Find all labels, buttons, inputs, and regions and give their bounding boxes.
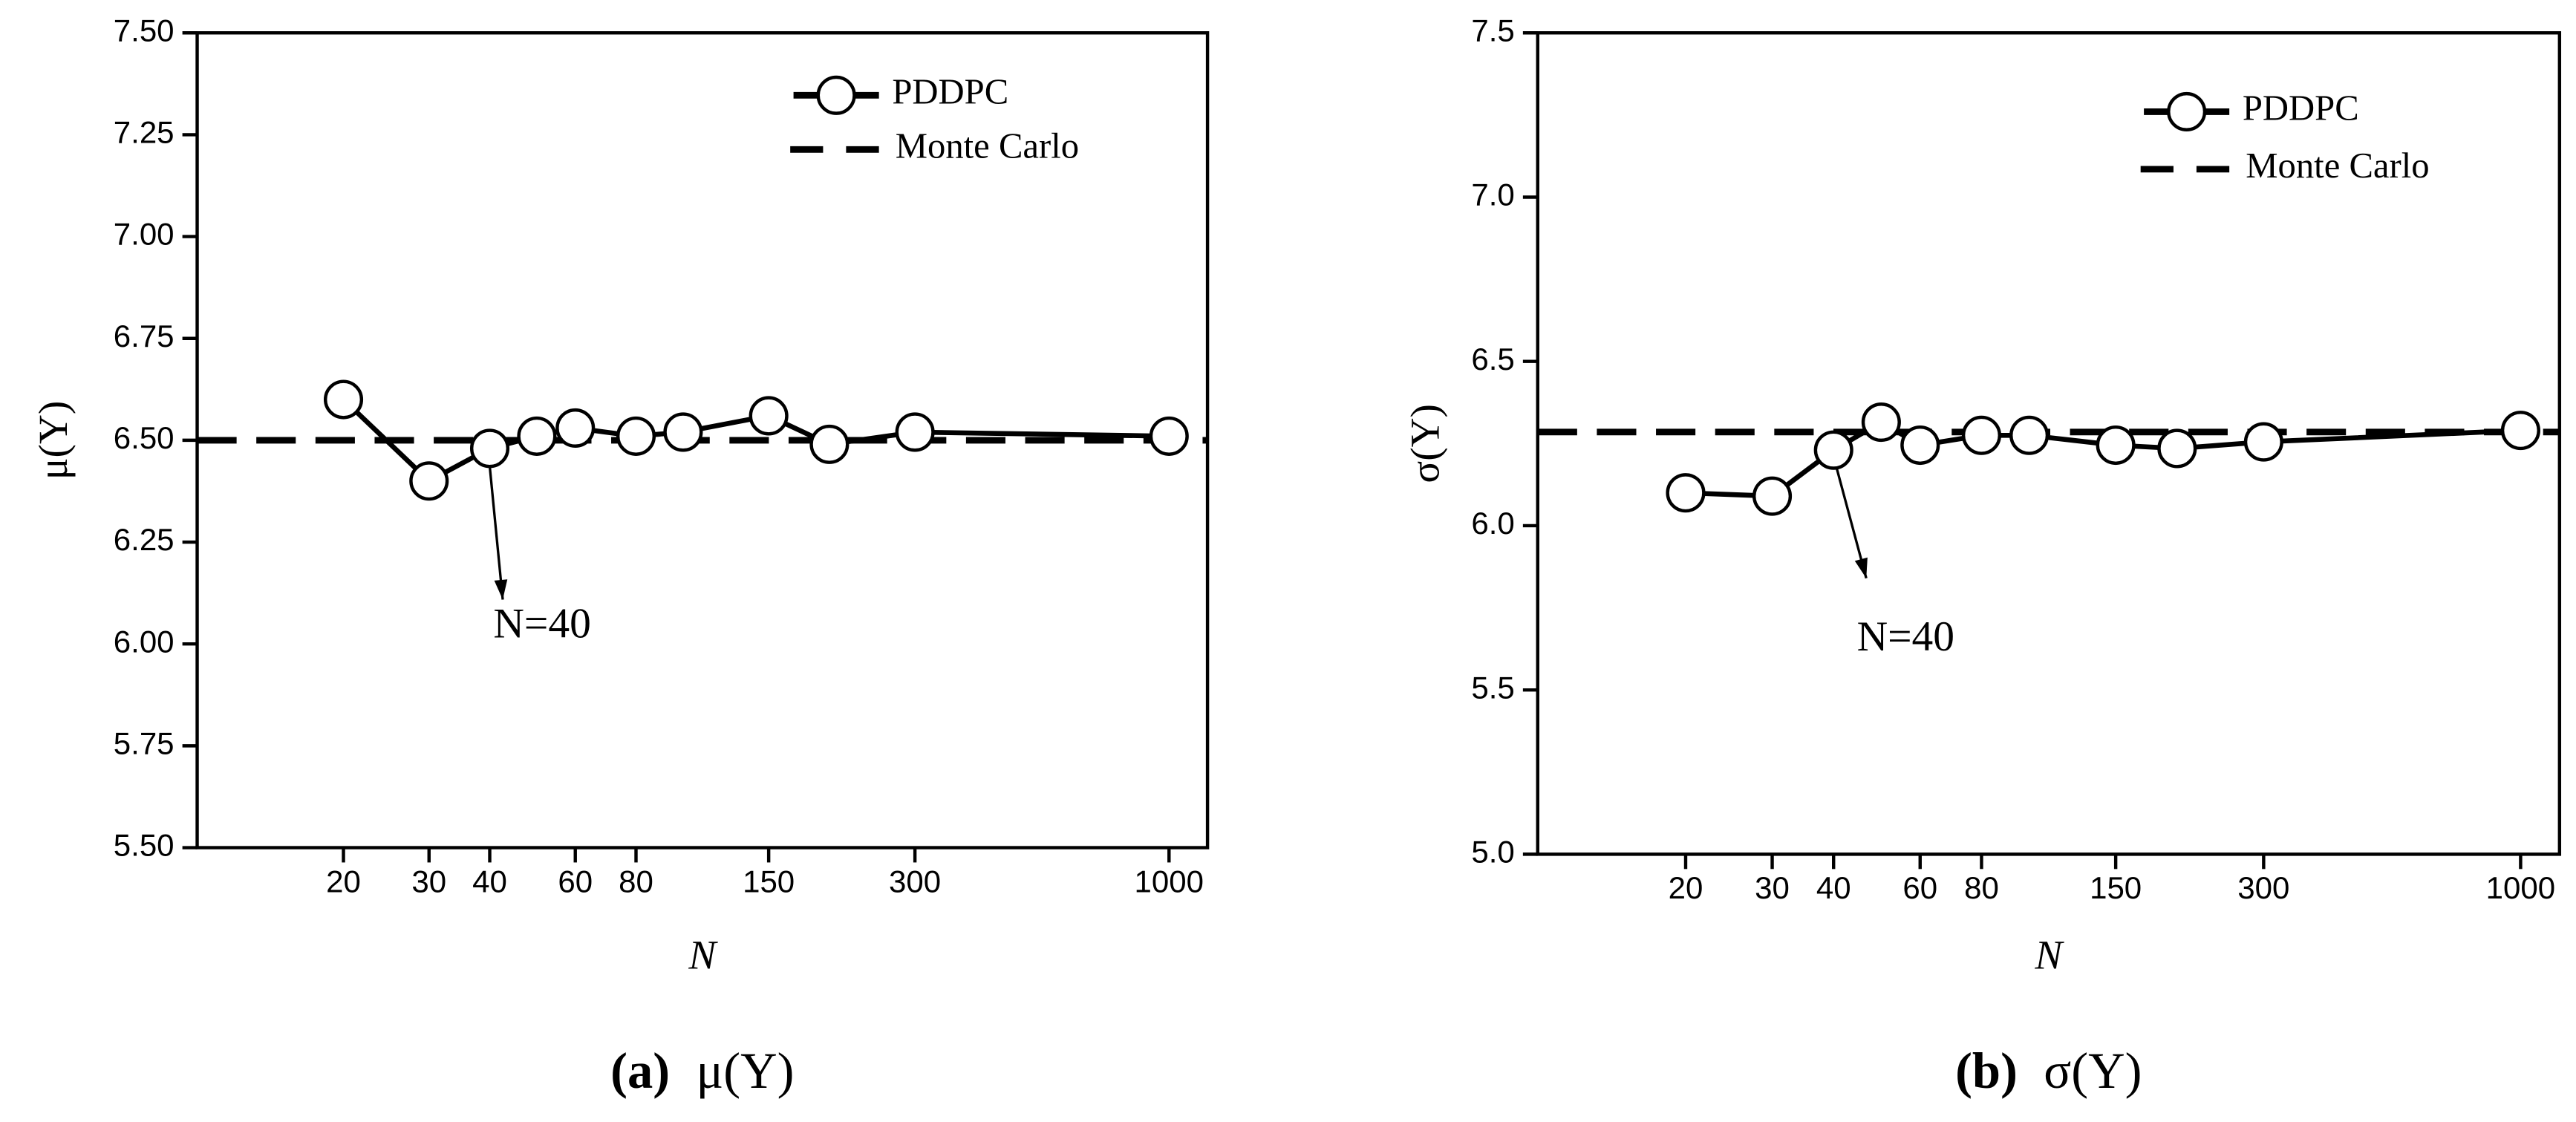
caption-label: (b): [1955, 1043, 2018, 1099]
data-point: [895, 412, 935, 452]
caption-label: (a): [610, 1043, 670, 1099]
data-point: [616, 416, 656, 456]
x-tick-label: 80: [1964, 870, 1999, 905]
legend-label: Monte Carlo: [896, 125, 1079, 166]
legend-marker: [816, 75, 856, 115]
x-tick-label: 150: [2090, 870, 2142, 905]
annotation: N=40: [1857, 613, 1954, 660]
data-point: [2009, 415, 2050, 455]
y-tick-label: 5.75: [114, 725, 175, 760]
arrow-head: [494, 579, 508, 600]
legend-label: PDDPC: [2243, 88, 2359, 128]
legend-label: Monte Carlo: [2246, 146, 2429, 186]
y-tick-label: 7.25: [114, 115, 175, 150]
y-tick-label: 6.0: [1471, 506, 1514, 541]
x-tick-label: 30: [1755, 870, 1790, 905]
legend-marker: [2167, 91, 2207, 131]
x-tick-label: 30: [411, 864, 446, 898]
x-tick-label: 60: [1902, 870, 1937, 905]
data-point: [663, 412, 703, 452]
data-point: [555, 408, 596, 448]
data-point: [1149, 416, 1189, 456]
data-point: [2500, 411, 2540, 451]
x-tick-label: 150: [743, 864, 795, 898]
data-point: [1861, 402, 1901, 443]
caption: (b) σ(Y): [1955, 1043, 2142, 1099]
y-axis-label: σ(Y): [1402, 404, 1447, 483]
data-point: [323, 379, 364, 420]
y-tick-label: 6.50: [114, 420, 175, 455]
data-point: [2157, 428, 2197, 469]
x-tick-label: 20: [326, 864, 361, 898]
caption-text: μ(Y): [697, 1043, 795, 1099]
y-tick-label: 6.00: [114, 624, 175, 659]
y-tick-label: 6.5: [1471, 342, 1514, 376]
annotation: N=40: [493, 600, 590, 647]
x-tick-label: 40: [472, 864, 507, 898]
x-tick-label: 40: [1816, 870, 1851, 905]
y-tick-label: 6.75: [114, 319, 175, 353]
data-point: [469, 428, 510, 469]
caption: (a) μ(Y): [610, 1043, 794, 1099]
data-point: [517, 416, 557, 456]
legend-label: PDDPC: [892, 71, 1008, 111]
x-tick-label: 20: [1669, 870, 1703, 905]
y-tick-label: 7.5: [1471, 13, 1514, 48]
data-point: [2096, 425, 2136, 466]
x-tick-label: 300: [889, 864, 941, 898]
x-tick-label: 1000: [2486, 870, 2555, 905]
y-tick-label: 7.00: [114, 217, 175, 252]
y-tick-label: 5.0: [1471, 835, 1514, 870]
data-point: [1752, 476, 1793, 516]
x-tick-label: 60: [558, 864, 593, 898]
plot-frame: [1536, 31, 2562, 856]
x-axis-label: N: [688, 933, 718, 978]
caption-text: σ(Y): [2044, 1043, 2142, 1099]
x-axis-label: N: [2034, 933, 2064, 978]
arrow-head: [1854, 557, 1868, 578]
data-point: [1813, 430, 1853, 470]
data-point: [2243, 422, 2283, 462]
y-axis-label: μ(Y): [30, 401, 76, 480]
data-point: [1666, 473, 1706, 513]
y-tick-label: 7.50: [114, 13, 175, 48]
annotation-arrow: [488, 464, 504, 600]
y-tick-label: 7.0: [1471, 177, 1514, 212]
data-point: [749, 396, 789, 436]
x-tick-label: 1000: [1135, 864, 1204, 898]
data-point: [409, 461, 449, 501]
data-point: [809, 424, 850, 464]
y-tick-label: 5.5: [1471, 670, 1514, 705]
x-tick-label: 300: [2237, 870, 2289, 905]
data-point: [1961, 415, 2002, 455]
y-tick-label: 5.50: [114, 828, 175, 863]
x-tick-label: 80: [619, 864, 653, 898]
data-point: [1900, 425, 1940, 466]
y-tick-label: 6.25: [114, 522, 175, 557]
